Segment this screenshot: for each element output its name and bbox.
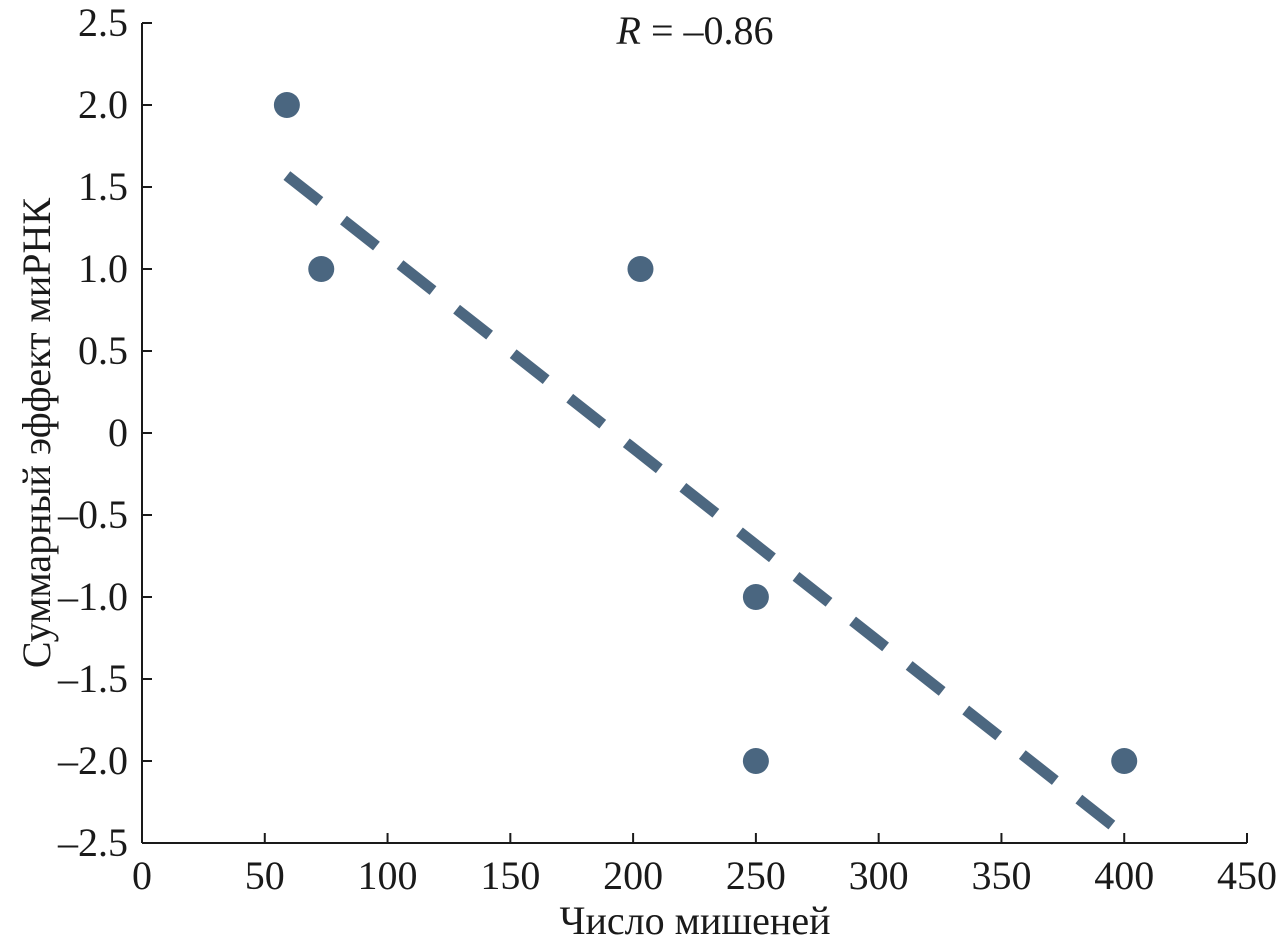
x-axis-title: Число мишеней bbox=[560, 898, 831, 943]
x-tick-label: 300 bbox=[849, 853, 909, 898]
y-tick-label: –1.0 bbox=[57, 574, 128, 619]
data-point bbox=[627, 256, 654, 282]
y-tick-label: 2.5 bbox=[78, 0, 128, 45]
trend-line bbox=[283, 171, 1128, 840]
x-tick-label: 0 bbox=[132, 853, 152, 898]
y-tick-label: 1.0 bbox=[78, 246, 128, 291]
y-tick-label: 1.5 bbox=[78, 164, 128, 209]
data-point bbox=[1111, 748, 1138, 774]
y-tick-label: 0 bbox=[108, 410, 128, 455]
correlation-symbol: R bbox=[616, 8, 641, 53]
correlation-annotation: R = –0.86 bbox=[616, 8, 774, 53]
y-tick-label: –2.0 bbox=[57, 738, 128, 783]
x-tick-label: 100 bbox=[358, 853, 418, 898]
x-tick-label: 250 bbox=[726, 853, 786, 898]
x-tick-label: 200 bbox=[603, 853, 663, 898]
correlation-value: = –0.86 bbox=[641, 8, 774, 53]
x-tick-label: 50 bbox=[245, 853, 285, 898]
data-points bbox=[273, 92, 1138, 774]
axes: 2.52.01.51.00.50–0.5–1.0–1.5–2.0–2.50 50 1… bbox=[57, 0, 1277, 898]
data-point bbox=[273, 92, 300, 118]
x-tick-label: 400 bbox=[1094, 853, 1154, 898]
x-tick-label: 450 bbox=[1217, 853, 1277, 898]
x-tick-label: 150 bbox=[480, 853, 540, 898]
labels: R = –0.86 Число мишеней Суммарный эффект… bbox=[14, 8, 830, 943]
y-tick-label: –2.5 bbox=[57, 820, 128, 865]
y-axis-title: Суммарный эффект миРНК bbox=[14, 198, 59, 668]
data-point bbox=[308, 256, 335, 282]
trend-line-group bbox=[283, 171, 1128, 840]
y-tick-label: –0.5 bbox=[57, 492, 128, 537]
data-point bbox=[742, 748, 769, 774]
x-tick-label: 350 bbox=[971, 853, 1031, 898]
y-tick-label: –1.5 bbox=[57, 656, 128, 701]
data-point bbox=[742, 584, 769, 610]
y-tick-label: 0.5 bbox=[78, 328, 128, 373]
y-tick-label: 2.0 bbox=[78, 82, 128, 127]
